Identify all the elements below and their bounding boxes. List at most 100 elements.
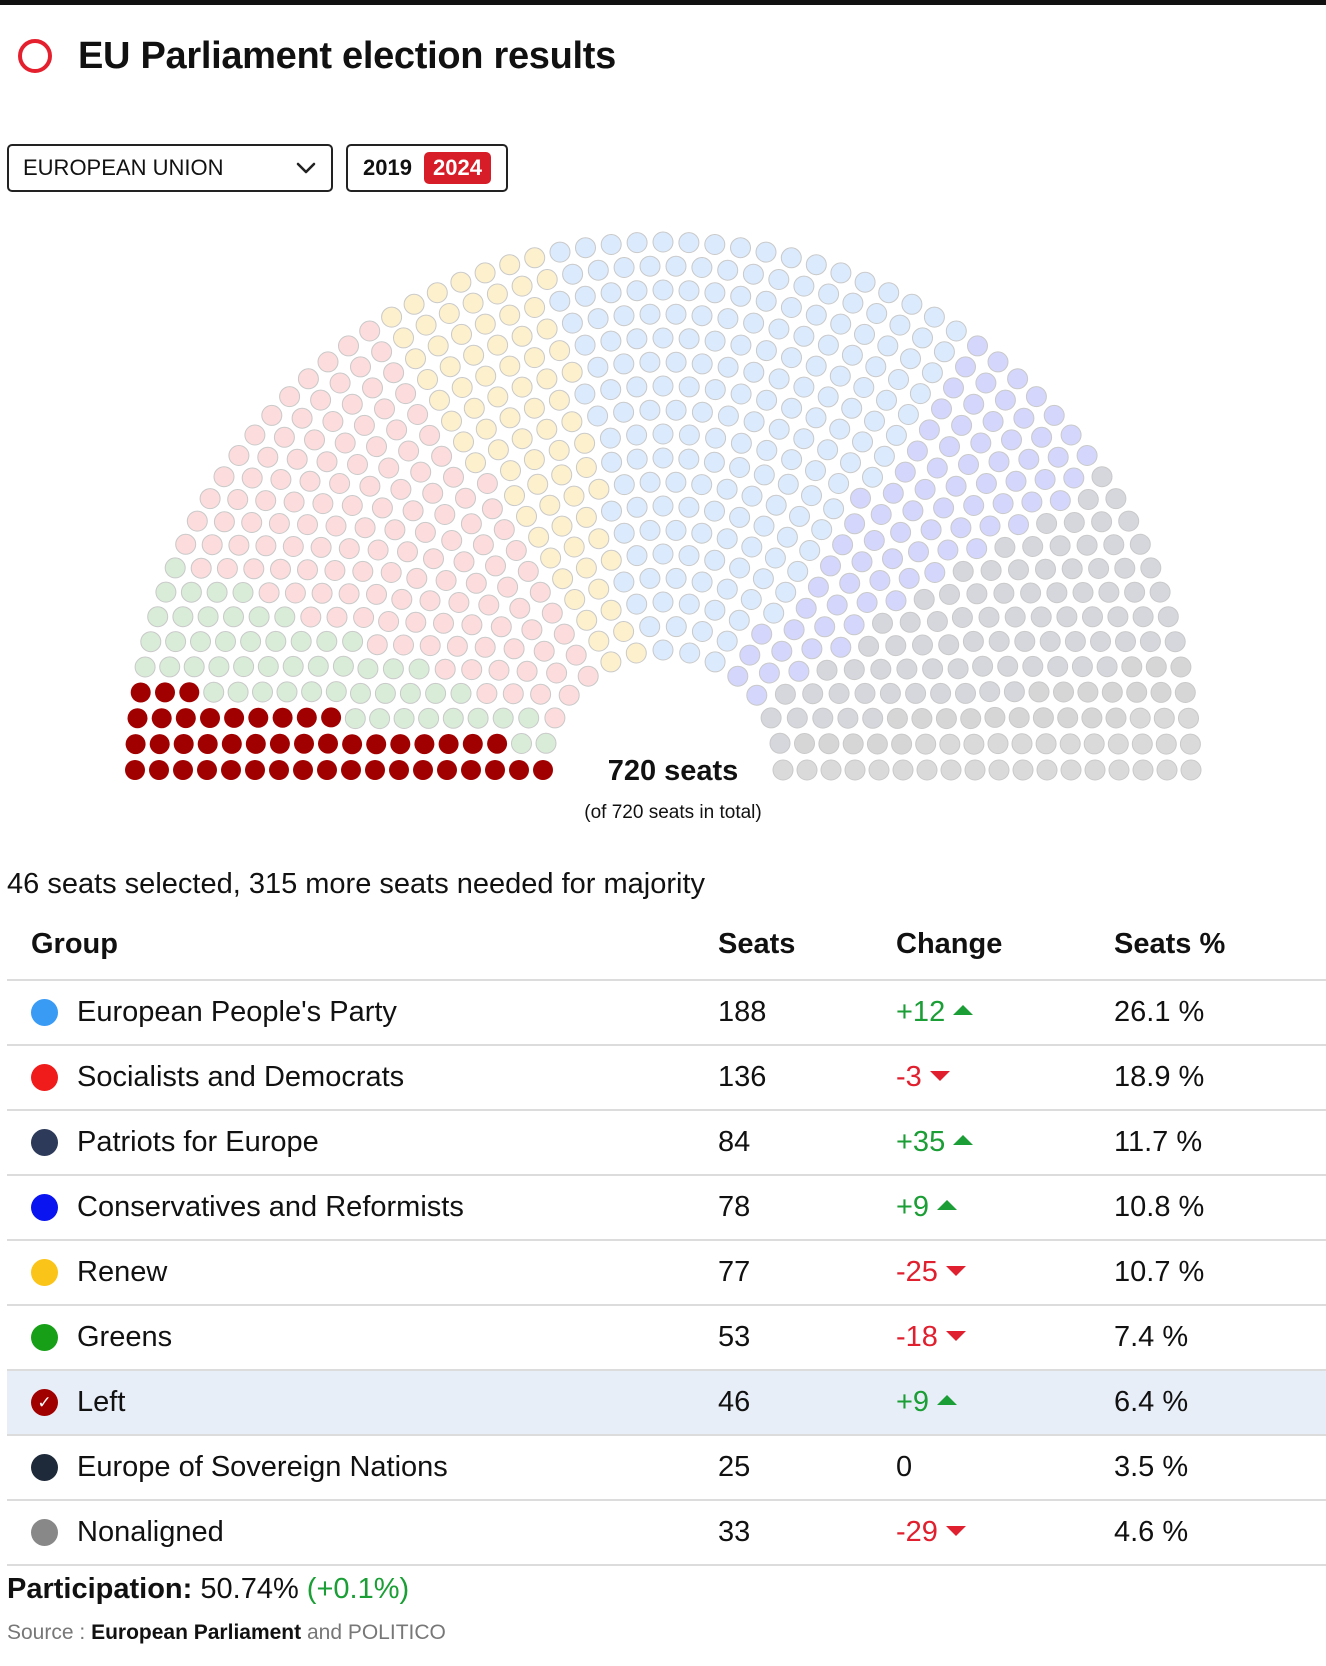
- seat-dot: [1170, 656, 1192, 678]
- seat-dot: [1030, 606, 1052, 628]
- seat-dot: [793, 275, 815, 297]
- header-group[interactable]: Group: [7, 910, 718, 981]
- seat-dot: [988, 630, 1010, 652]
- seat-dot: [297, 559, 318, 581]
- seat-dot: [979, 681, 1001, 703]
- seat-dot: [876, 389, 897, 411]
- seat-dot: [717, 356, 739, 378]
- seat-dot: [311, 582, 333, 604]
- seat-dot: [909, 383, 931, 405]
- table-row[interactable]: ✓ Left 46 +9 6.4 %: [7, 1370, 1326, 1436]
- seat-dot: [329, 473, 351, 494]
- seat-dot: [223, 606, 244, 628]
- seat-dot: [533, 640, 555, 662]
- seat-dot: [716, 578, 738, 600]
- seat-dot: [816, 659, 838, 681]
- table-row[interactable]: Greens 53 -18 7.4 %: [7, 1305, 1326, 1371]
- seat-dot: [902, 500, 924, 522]
- header-change[interactable]: Change: [896, 910, 1114, 981]
- seat-dot: [987, 733, 1009, 755]
- table-row[interactable]: Europe of Sovereign Nations 25 0 3.5 %: [7, 1435, 1326, 1501]
- table-row[interactable]: Renew 77 -25 10.7 %: [7, 1240, 1326, 1306]
- seat-dot: [626, 448, 648, 470]
- seat-dot: [325, 515, 347, 537]
- group-color-dot-icon[interactable]: [31, 1324, 58, 1351]
- group-color-dot-icon[interactable]: [31, 1519, 58, 1546]
- seat-dot: [787, 560, 809, 582]
- year-2024-option[interactable]: 2024: [424, 152, 491, 184]
- region-select[interactable]: EUROPEAN UNION: [7, 144, 333, 192]
- seat-dot: [201, 534, 223, 556]
- selected-check-icon[interactable]: ✓: [31, 1389, 58, 1416]
- table-row[interactable]: European People's Party 188 +12 26.1 %: [7, 980, 1326, 1046]
- group-color-dot-icon[interactable]: [31, 999, 58, 1026]
- seat-dot: [332, 655, 354, 677]
- seat-dot: [763, 602, 785, 624]
- seat-dot: [967, 335, 988, 357]
- seat-dot: [536, 418, 558, 440]
- seat-dot: [441, 530, 463, 551]
- seat-dot: [528, 526, 550, 548]
- seat-dot: [652, 423, 674, 445]
- seat-dot: [639, 471, 661, 493]
- seat-dot: [730, 383, 752, 405]
- seat-dot: [1003, 681, 1025, 703]
- seats-cell: 33: [718, 1500, 896, 1566]
- seat-dot: [180, 581, 202, 603]
- seat-dot: [975, 372, 997, 394]
- seat-dot: [756, 439, 778, 461]
- seat-dot: [613, 353, 635, 375]
- seat-dot: [147, 606, 169, 628]
- seat-dot: [807, 576, 829, 598]
- seat-dot: [741, 536, 763, 558]
- group-color-dot-icon[interactable]: [31, 1064, 58, 1091]
- seat-dot: [911, 708, 933, 729]
- seat-dot: [1115, 631, 1136, 653]
- seat-dot: [208, 656, 230, 678]
- seat-dot: [378, 457, 400, 479]
- seat-dot: [652, 327, 674, 349]
- seat-dot: [481, 498, 503, 520]
- seat-dot: [407, 404, 429, 425]
- seat-dot: [282, 536, 304, 557]
- seat-dot: [1118, 510, 1140, 532]
- change-cell: +9: [896, 1175, 1114, 1241]
- seat-dot: [939, 436, 960, 458]
- group-color-dot-icon[interactable]: [31, 1454, 58, 1481]
- seat-dot: [760, 707, 782, 729]
- table-row[interactable]: Nonaligned 33 -29 4.6 %: [7, 1500, 1326, 1566]
- table-row[interactable]: Conservatives and Reformists 78 +9 10.8 %: [7, 1175, 1326, 1241]
- seat-dot: [463, 397, 485, 419]
- year-toggle[interactable]: 2019 2024: [346, 144, 508, 192]
- seat-dot: [472, 534, 494, 556]
- seat-dot: [1036, 513, 1058, 534]
- header-seats[interactable]: Seats: [718, 910, 896, 981]
- arrow-down-icon: [945, 1526, 966, 1537]
- seat-dot: [504, 485, 525, 507]
- group-color-dot-icon[interactable]: [31, 1259, 58, 1286]
- seat-dot: [963, 393, 985, 415]
- seat-dot: [691, 257, 713, 278]
- seat-dot: [294, 733, 314, 754]
- seat-dot: [413, 760, 433, 780]
- seats-pct-cell: 11.7 %: [1114, 1110, 1326, 1176]
- seat-dot: [564, 589, 586, 610]
- seat-dot: [639, 351, 661, 373]
- region-select-value: EUROPEAN UNION: [23, 155, 224, 180]
- seat-dot: [978, 606, 1000, 628]
- seat-dot: [576, 609, 598, 631]
- source-link[interactable]: European Parliament: [91, 1621, 302, 1644]
- seat-dot: [252, 681, 273, 703]
- seat-dot: [945, 320, 967, 342]
- group-color-dot-icon[interactable]: [31, 1194, 58, 1221]
- seat-dot: [863, 530, 885, 551]
- table-row[interactable]: Patriots for Europe 84 +35 11.7 %: [7, 1110, 1326, 1176]
- seat-dot: [691, 571, 713, 593]
- group-color-dot-icon[interactable]: [31, 1129, 58, 1156]
- seat-dot: [1129, 707, 1151, 729]
- seat-dot: [793, 376, 815, 398]
- seat-dot: [199, 488, 221, 510]
- header-seats-pct[interactable]: Seats %: [1114, 910, 1326, 981]
- year-2019-option[interactable]: 2019: [363, 155, 412, 180]
- table-row[interactable]: Socialists and Democrats 136 -3 18.9 %: [7, 1045, 1326, 1111]
